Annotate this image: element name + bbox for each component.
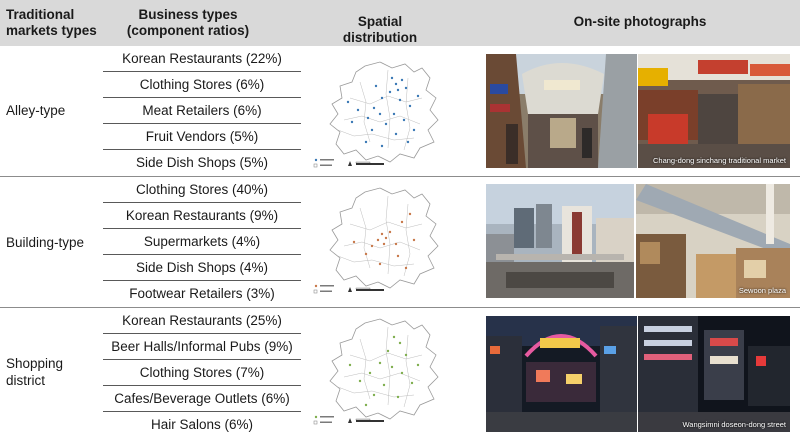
spatial-distribution-map-shopping bbox=[310, 315, 460, 430]
seoul-map bbox=[313, 187, 439, 294]
map-dots bbox=[348, 335, 420, 407]
row-divider bbox=[103, 385, 301, 386]
row-divider bbox=[103, 254, 301, 255]
row-divider bbox=[103, 123, 301, 124]
map-legend bbox=[313, 415, 384, 425]
market-photo-image bbox=[638, 54, 790, 168]
photo-shopping-street-buildings: Wangsimni doseon-dong street bbox=[638, 316, 790, 432]
list-item: Korean Restaurants (22%) bbox=[122, 51, 282, 66]
list-item: Footwear Retailers (3%) bbox=[129, 286, 275, 301]
map-dots bbox=[346, 76, 420, 148]
photo-shopping-street-night bbox=[486, 316, 637, 432]
row-divider bbox=[103, 71, 301, 72]
list-item: Side Dish Shops (5%) bbox=[135, 155, 269, 170]
row-divider bbox=[103, 280, 301, 281]
photo-building-market-exterior bbox=[486, 184, 634, 298]
market-photo-image bbox=[636, 184, 790, 298]
list-item: Supermarkets (4%) bbox=[143, 234, 261, 249]
photo-alley-market-entrance bbox=[486, 54, 637, 168]
table-header bbox=[0, 0, 800, 46]
row-divider bbox=[103, 411, 301, 412]
row-divider bbox=[103, 359, 301, 360]
seoul-map bbox=[313, 318, 439, 425]
map-dots bbox=[352, 212, 416, 270]
spatial-distribution-map-building bbox=[310, 184, 460, 299]
header-spatial-distribution: Spatial distribution bbox=[342, 14, 418, 45]
list-item: Clothing Stores (6%) bbox=[139, 77, 265, 92]
header-on-site-photographs: On-site photographs bbox=[573, 14, 707, 29]
header-business-types: Business types (component ratios) bbox=[126, 7, 250, 38]
map-legend bbox=[313, 284, 384, 294]
list-item: Fruit Vendors (5%) bbox=[145, 129, 259, 144]
photo-caption: Sewoon plaza bbox=[738, 286, 786, 295]
list-item: Side Dish Shops (4%) bbox=[135, 260, 269, 275]
row-divider bbox=[103, 333, 301, 334]
row-divider bbox=[103, 97, 301, 98]
photo-caption: Chang-dong sinchang traditional market bbox=[653, 156, 786, 165]
photo-building-market-interior: Sewoon plaza bbox=[636, 184, 790, 298]
list-item: Clothing Stores (7%) bbox=[139, 365, 265, 380]
market-type-alley: Alley-type bbox=[6, 103, 66, 118]
list-item: Cafes/Beverage Outlets (6%) bbox=[114, 391, 290, 406]
list-item: Clothing Stores (40%) bbox=[135, 182, 269, 197]
row-divider bbox=[103, 149, 301, 150]
list-item: Korean Restaurants (9%) bbox=[125, 208, 279, 223]
map-legend bbox=[313, 158, 384, 168]
seoul-map bbox=[313, 61, 439, 168]
row-divider bbox=[103, 202, 301, 203]
market-type-building: Building-type bbox=[6, 235, 85, 250]
list-item: Meat Retailers (6%) bbox=[142, 103, 262, 118]
list-item: Hair Salons (6%) bbox=[150, 417, 254, 432]
list-item: Beer Halls/Informal Pubs (9%) bbox=[111, 339, 293, 354]
photo-caption: Wangsimni doseon-dong street bbox=[682, 420, 786, 429]
list-item: Korean Restaurants (25%) bbox=[122, 313, 282, 328]
market-photo-image bbox=[486, 54, 637, 168]
group-divider bbox=[0, 176, 800, 177]
header-market-types: Traditional markets types bbox=[6, 7, 97, 38]
market-photo-image bbox=[486, 316, 637, 432]
group-divider bbox=[0, 307, 800, 308]
market-type-shopping-district: Shopping district bbox=[6, 356, 64, 388]
market-photo-image bbox=[486, 184, 634, 298]
spatial-distribution-map-alley bbox=[310, 58, 460, 173]
row-divider bbox=[103, 228, 301, 229]
market-photo-image bbox=[638, 316, 790, 432]
photo-alley-market-interior: Chang-dong sinchang traditional market bbox=[638, 54, 790, 168]
